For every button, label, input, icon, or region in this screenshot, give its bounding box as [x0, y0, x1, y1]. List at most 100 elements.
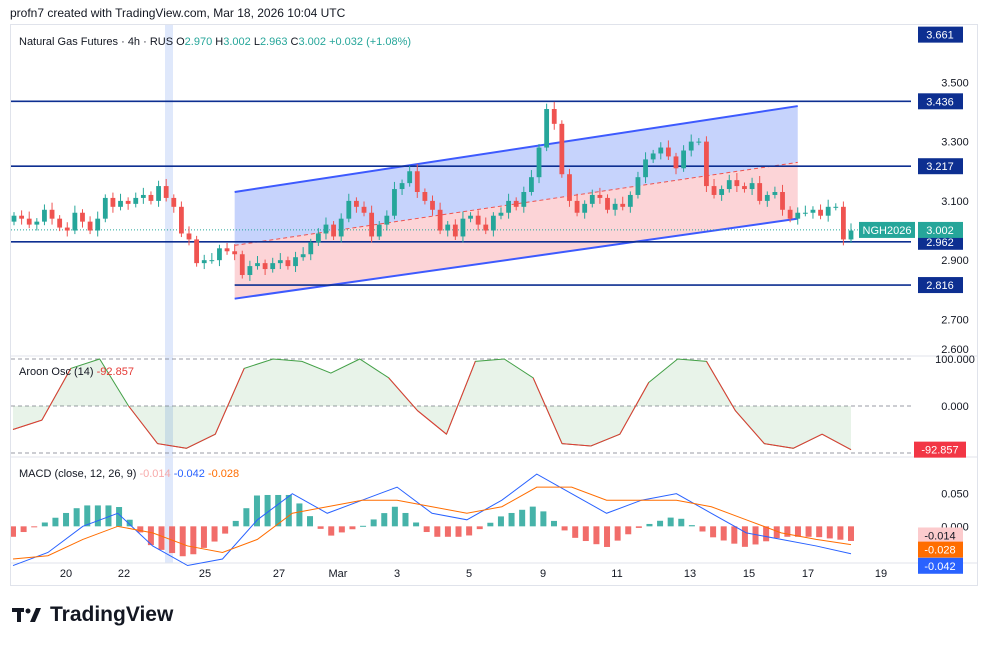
legend-part: 2.963 — [260, 36, 291, 48]
candle-body — [247, 266, 253, 275]
x-axis-label: 19 — [875, 568, 887, 580]
level-tag-bg — [918, 158, 963, 175]
macd-histogram-bar — [84, 505, 91, 527]
macd-line — [12, 473, 852, 567]
macd-histogram-bar — [423, 526, 430, 533]
level-tag: 2.962 — [926, 237, 954, 249]
candle-body — [156, 186, 161, 201]
candle-body — [369, 212, 375, 237]
macd-histogram-bar — [243, 508, 250, 527]
candle-body — [559, 123, 565, 175]
candle-body — [605, 197, 610, 210]
price-tags: 3.661 3.436 3.217 2.962 2.816 NGH2026 3.002 -92… — [859, 26, 966, 574]
aroon-legend-part: -92.857 — [97, 366, 134, 378]
macd-histogram-bar — [41, 522, 48, 527]
macd-histogram-bar — [784, 526, 791, 537]
macd-histogram-bar — [710, 526, 717, 538]
macd-histogram-bar — [466, 526, 473, 536]
level-tag: 2.816 — [926, 280, 954, 292]
candle-body — [460, 218, 466, 237]
candle-body — [787, 209, 793, 219]
x-axis-label: Mar — [329, 568, 348, 580]
candle-body — [704, 141, 709, 187]
macd-histogram-bar — [20, 526, 27, 533]
x-axis-label: 27 — [273, 568, 285, 580]
candle-body — [574, 200, 580, 213]
candle-body — [749, 183, 755, 190]
candle-body — [696, 141, 702, 143]
macd-legend-part: -0.042 — [174, 468, 208, 480]
legend-part: L — [254, 36, 260, 48]
legend-part: 3.002 — [223, 36, 254, 48]
candle-body — [133, 197, 139, 204]
candle-body — [734, 180, 740, 187]
macd-histogram-bar — [328, 526, 335, 536]
candle-body — [673, 156, 679, 169]
candle-body — [825, 206, 831, 216]
channel-mid-line — [234, 161, 798, 246]
x-axis-label: 5 — [466, 568, 472, 580]
candle-body — [490, 215, 496, 231]
last-price-tag: 3.002 — [926, 225, 954, 237]
candle-body — [567, 174, 572, 201]
macd-histogram-bar — [646, 523, 653, 527]
candle-body — [612, 203, 618, 210]
legend-part: 2.970 — [185, 36, 216, 48]
tradingview-logo-icon — [12, 608, 41, 622]
macd-histogram-bar — [360, 525, 367, 527]
candle-body — [194, 239, 200, 264]
candle-body — [452, 224, 458, 237]
aroon-neg-segment — [186, 433, 216, 449]
candle-body — [627, 194, 633, 207]
aroon-neg-segment — [821, 433, 852, 451]
tradingview-logo[interactable]: TradingView — [12, 603, 173, 627]
candle-body — [384, 215, 390, 225]
aroon-legend: Aroon Osc (14) -92.857 — [19, 366, 134, 378]
candle-body — [513, 200, 519, 207]
candle-body — [506, 200, 511, 213]
candle-body — [323, 224, 329, 234]
macd-tag-bg — [918, 527, 963, 544]
candle-body — [49, 209, 55, 219]
candle-body — [361, 206, 367, 213]
macd-histogram-bar — [147, 526, 154, 546]
aroon-tag: -92.857 — [921, 445, 958, 457]
candle-body — [643, 159, 648, 178]
candle-body — [308, 242, 314, 255]
macd-histogram-bar — [635, 526, 642, 528]
candle-body — [87, 221, 93, 231]
macd-histogram-bar — [816, 526, 823, 538]
macd-histogram-bar — [508, 512, 515, 527]
macd-histogram-bar — [275, 494, 282, 527]
macd-axis-tick: 0.050 — [941, 489, 969, 501]
candle-body — [331, 224, 336, 237]
candle-body — [422, 192, 428, 201]
macd-histogram-bar — [158, 526, 165, 550]
macd-histogram-bar — [688, 525, 695, 527]
candle-body — [209, 260, 215, 262]
candle-body — [270, 263, 276, 270]
macd-histogram-bar — [519, 509, 526, 527]
candle-body — [399, 183, 405, 190]
macd-histogram-bar — [307, 516, 314, 527]
candle-body — [430, 200, 435, 210]
macd-tag-bg — [918, 541, 963, 558]
legend-part: +0.032 (+1.08%) — [329, 36, 411, 48]
candle-body — [64, 227, 70, 231]
candle-body — [620, 203, 626, 207]
aroon-neg-segment — [764, 443, 794, 449]
macd-pane — [11, 473, 854, 567]
aroon-neg-segment — [792, 433, 823, 449]
candle-body — [186, 233, 192, 240]
channel-lower-fill — [234, 162, 798, 299]
candle-body — [536, 147, 542, 178]
candle-body — [780, 192, 785, 210]
symbol-tag-label: NGH2026 — [863, 225, 912, 237]
candle-body — [354, 200, 359, 207]
aroon-neg-segment — [157, 443, 187, 449]
level-tag-bg — [918, 93, 963, 110]
aroon-neg-segment — [590, 433, 621, 447]
price-axis-tick: 2.700 — [941, 314, 969, 326]
